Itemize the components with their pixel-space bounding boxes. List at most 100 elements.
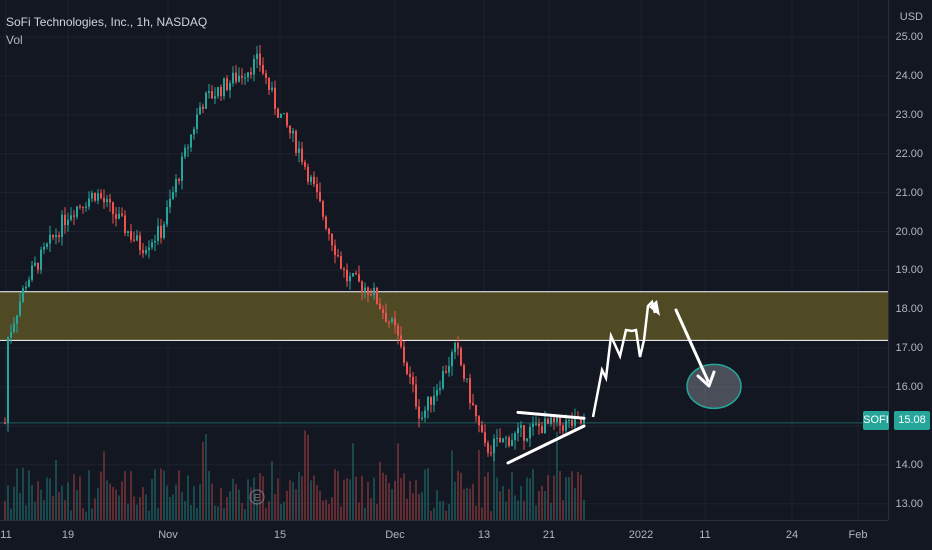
volume-bar xyxy=(406,498,408,520)
candle xyxy=(46,242,48,250)
candle xyxy=(241,68,243,85)
volume-bar xyxy=(187,475,189,520)
resistance-zone xyxy=(0,291,888,424)
volume-bar xyxy=(10,508,12,520)
candle xyxy=(355,270,357,275)
candle xyxy=(298,141,300,163)
volume-bar xyxy=(442,500,444,520)
volume-bar xyxy=(352,443,354,520)
candle xyxy=(334,239,336,264)
candle xyxy=(250,67,252,79)
volume-bar xyxy=(43,500,45,520)
candle xyxy=(73,210,75,225)
candle xyxy=(415,376,417,410)
volume-bar xyxy=(190,504,192,520)
candle xyxy=(31,260,33,283)
candle xyxy=(265,70,267,85)
volume-bar xyxy=(580,474,582,520)
volume-bar xyxy=(325,499,327,520)
volume-bar xyxy=(466,487,468,520)
volume-bar xyxy=(145,494,147,520)
volume-bar xyxy=(148,510,150,520)
volume-bar xyxy=(478,449,480,520)
volume-bar xyxy=(163,470,165,520)
candle xyxy=(529,423,531,447)
resistance-zone-rect xyxy=(0,291,888,341)
candle xyxy=(568,418,570,429)
target-ellipse xyxy=(686,363,742,410)
candle xyxy=(103,189,105,209)
candle xyxy=(283,113,285,115)
candle xyxy=(256,45,258,69)
volume-bar xyxy=(211,483,213,520)
volume-bar xyxy=(40,489,42,520)
volume-bar xyxy=(271,461,273,520)
candle xyxy=(556,415,558,427)
volume-bar xyxy=(376,503,378,520)
candle xyxy=(511,433,513,447)
candle xyxy=(292,127,294,142)
candle xyxy=(346,263,348,287)
volume-bar xyxy=(487,472,489,520)
volume-bar xyxy=(226,497,228,520)
candle xyxy=(379,297,381,310)
volume-bar xyxy=(526,477,528,520)
volume-bar xyxy=(289,480,291,520)
candle xyxy=(451,349,453,376)
volume-bar xyxy=(166,485,168,520)
volume-bar xyxy=(388,483,390,520)
volume-bar xyxy=(37,481,39,520)
volume-bar xyxy=(19,493,21,520)
volume-bar xyxy=(490,511,492,520)
volume-bar xyxy=(118,495,120,520)
volume-bar xyxy=(469,488,471,520)
candle xyxy=(67,212,69,232)
candle xyxy=(562,422,564,436)
time-tick-label: 11 xyxy=(699,529,711,541)
candle xyxy=(352,273,354,278)
volume-bar xyxy=(82,508,84,520)
volume-bar xyxy=(361,475,363,520)
volume-bar xyxy=(337,471,339,520)
candle xyxy=(151,239,153,250)
volume-bar xyxy=(244,508,246,520)
candle xyxy=(343,266,345,278)
volume-bar xyxy=(106,480,108,520)
volume-bar xyxy=(298,471,300,520)
candle xyxy=(472,394,474,406)
volume-bar xyxy=(127,503,129,520)
candle xyxy=(253,54,255,82)
candle xyxy=(514,431,516,450)
volume-bar xyxy=(25,505,27,520)
volume-bar xyxy=(7,485,9,520)
volume-bar xyxy=(505,501,507,520)
candle xyxy=(130,223,132,243)
candle xyxy=(148,240,150,259)
volume-bar xyxy=(151,479,153,520)
volume-bar xyxy=(259,472,261,520)
time-tick-label: 2022 xyxy=(628,529,654,541)
candle xyxy=(322,199,324,221)
volume-bar xyxy=(571,471,573,520)
candle xyxy=(397,322,399,345)
volume-bar xyxy=(67,482,69,520)
time-tick-label: 15 xyxy=(273,529,287,541)
volume-bar xyxy=(199,484,201,520)
volume-bar xyxy=(160,468,162,520)
candle xyxy=(97,188,99,205)
volume-bar xyxy=(262,476,264,520)
candle xyxy=(484,424,486,447)
volume-indicator-label[interactable]: Vol xyxy=(6,33,23,47)
volume-bar xyxy=(430,510,432,520)
volume-bar xyxy=(268,501,270,520)
volume-bar xyxy=(142,487,144,520)
volume-bar xyxy=(247,479,249,520)
candle xyxy=(373,282,375,301)
candle xyxy=(457,336,459,356)
volume-bar xyxy=(577,471,579,520)
volume-bar xyxy=(448,504,450,520)
volume-bar xyxy=(334,469,336,520)
price-tick-label: 14.00 xyxy=(895,458,923,471)
volume-bar xyxy=(139,497,141,520)
